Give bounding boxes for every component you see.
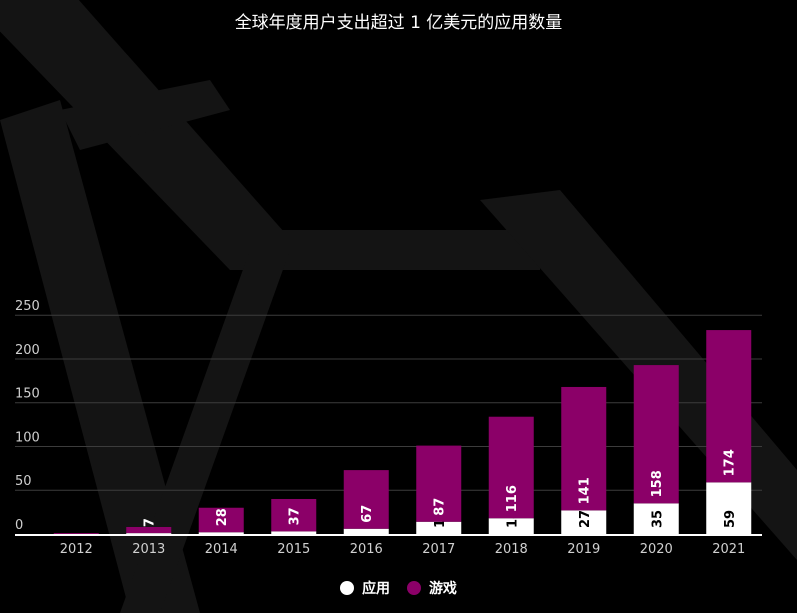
x-tick-label: 2016 bbox=[350, 542, 383, 557]
bar-games bbox=[561, 386, 607, 511]
x-tick-label: 2021 bbox=[712, 542, 745, 557]
y-tick-label: 50 bbox=[15, 474, 32, 489]
bar-games bbox=[416, 445, 462, 522]
y-tick-label: 150 bbox=[15, 387, 40, 402]
chart-title: 全球年度用户支出超过 1 亿美元的应用数量 bbox=[234, 13, 563, 33]
data-label: 67 bbox=[360, 505, 375, 523]
bar-apps bbox=[561, 510, 607, 534]
data-label: 87 bbox=[433, 498, 448, 516]
background-shape bbox=[230, 230, 540, 270]
data-label: 35 bbox=[650, 510, 665, 528]
data-label: 37 bbox=[288, 507, 303, 525]
legend-swatch-apps bbox=[340, 581, 355, 595]
data-label: 27 bbox=[578, 510, 593, 528]
data-label: 7 bbox=[143, 518, 158, 527]
bar-apps bbox=[343, 528, 389, 534]
data-label: 141 bbox=[578, 477, 593, 504]
bar-games bbox=[706, 330, 752, 483]
legend-label-apps: 应用 bbox=[362, 581, 391, 597]
bar-games bbox=[488, 416, 534, 519]
x-tick-label: 2015 bbox=[277, 542, 310, 557]
legend-label-games: 游戏 bbox=[428, 581, 457, 597]
bar-games bbox=[126, 526, 172, 534]
background-shape bbox=[120, 250, 290, 613]
x-axis-labels: 2012 2013 2014 2015 2016 2017 2018 2019 2020 2021 bbox=[60, 542, 746, 557]
background-shape bbox=[60, 80, 230, 150]
bar-apps bbox=[416, 521, 462, 534]
bar-games bbox=[343, 470, 389, 529]
bar-games bbox=[271, 498, 317, 532]
y-tick-label: 100 bbox=[15, 430, 40, 445]
legend-item-games[interactable]: 游戏 bbox=[406, 578, 457, 598]
x-tick-label: 2018 bbox=[495, 542, 528, 557]
background-shape bbox=[0, 0, 300, 270]
data-label: 59 bbox=[723, 510, 738, 528]
legend-swatch-games bbox=[406, 581, 421, 595]
data-label: 158 bbox=[650, 470, 665, 497]
x-tick-label: 2013 bbox=[132, 542, 165, 557]
data-label: 28 bbox=[215, 508, 230, 526]
bar-apps bbox=[633, 503, 679, 534]
legend-item-apps[interactable]: 应用 bbox=[340, 578, 390, 598]
bar-apps bbox=[126, 533, 172, 534]
bar-apps bbox=[706, 482, 752, 534]
x-tick-label: 2014 bbox=[205, 542, 238, 557]
y-tick-label: 0 bbox=[15, 518, 23, 533]
bar-apps bbox=[198, 532, 244, 534]
gridlines: 0 50 100 150 200 250 bbox=[15, 299, 762, 536]
data-label: 174 bbox=[723, 449, 738, 476]
legend: 应用 游戏 bbox=[0, 578, 797, 599]
bars: 7283767148718116271413515859174 bbox=[53, 330, 752, 534]
x-tick-label: 2012 bbox=[60, 542, 93, 557]
y-tick-label: 250 bbox=[15, 299, 40, 314]
x-tick-label: 2019 bbox=[567, 542, 600, 557]
data-label: 116 bbox=[505, 485, 520, 512]
bar-apps bbox=[271, 531, 317, 534]
bar-apps bbox=[488, 518, 534, 534]
bar-games bbox=[198, 507, 244, 533]
y-tick-label: 200 bbox=[15, 343, 40, 358]
x-tick-label: 2017 bbox=[422, 542, 455, 557]
background-shape bbox=[0, 100, 200, 613]
bar-games bbox=[633, 365, 679, 504]
x-tick-label: 2020 bbox=[640, 542, 673, 557]
bar-games bbox=[53, 533, 99, 534]
